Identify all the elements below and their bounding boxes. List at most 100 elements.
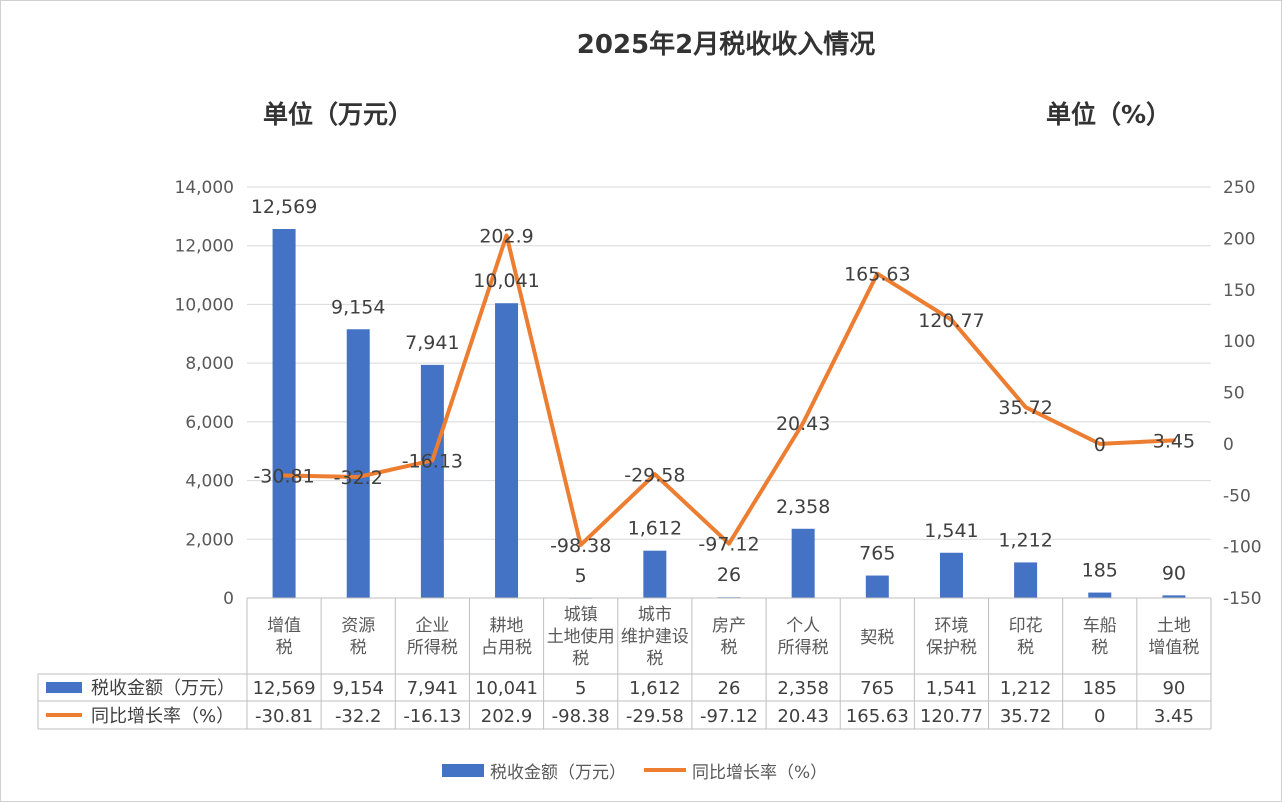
category-label: 个人 (786, 616, 820, 636)
category-label: 房产 (712, 616, 746, 636)
table-cell: 3.45 (1154, 706, 1194, 727)
left-axis-tick-label: 10,000 (175, 295, 234, 315)
legend: 税收金额（万元） 同比增长率（%） (442, 763, 827, 783)
table-cell: -98.38 (552, 706, 610, 727)
left-axis-tick-label: 4,000 (185, 472, 234, 492)
line-data-label: -98.38 (550, 535, 611, 557)
table-cell: 120.77 (920, 706, 983, 727)
right-unit-label: 单位（%） (1046, 100, 1171, 129)
line-data-label: -30.81 (253, 466, 314, 488)
bar-data-label: 1,612 (628, 518, 682, 540)
table-cell: 12,569 (253, 678, 316, 699)
table-row-label: 同比增长率（%） (91, 706, 234, 727)
category-label: 土地使用 (547, 626, 615, 647)
line-data-label: 35.72 (998, 397, 1052, 419)
table-cell: 0 (1094, 706, 1105, 727)
right-axis-tick-label: 0 (1223, 435, 1234, 455)
category-label: 城镇 (564, 605, 598, 625)
left-axis-tick-label: 2,000 (185, 530, 234, 550)
table-cell: 26 (718, 678, 741, 699)
bar-series (272, 229, 1186, 599)
category-label: 税 (1091, 638, 1108, 658)
category-label: 税 (350, 638, 367, 658)
left-axis-tick-label: 8,000 (185, 354, 234, 374)
table-cell: 7,941 (407, 678, 459, 699)
legend-bar-swatch (442, 764, 484, 777)
bar (643, 550, 667, 598)
bar-data-label: 2,358 (776, 496, 830, 518)
left-axis-ticks: 0 2,000 4,000 6,000 8,000 10,000 12,000 14,000 (175, 178, 234, 609)
table-cell: 765 (860, 678, 894, 699)
line-data-label: 20.43 (776, 413, 830, 435)
category-label: 城市 (638, 605, 672, 625)
table-bar-key (46, 682, 82, 693)
category-label: 土地 (1157, 616, 1191, 636)
category-label: 资源 (341, 616, 375, 636)
category-label: 企业 (415, 616, 449, 636)
right-axis-tick-label: 150 (1223, 281, 1255, 301)
category-label: 所得税 (407, 638, 458, 658)
table-cell: -32.2 (335, 706, 382, 727)
line-data-label: -97.12 (698, 534, 759, 556)
legend-label: 同比增长率（%） (692, 763, 827, 783)
left-axis-tick-label: 14,000 (175, 178, 234, 198)
category-label: 耕地 (490, 616, 524, 636)
table-cell: 185 (1083, 678, 1117, 699)
line-data-label: 120.77 (918, 310, 984, 332)
table-cell: 165.63 (846, 706, 909, 727)
table-cell: 35.72 (1000, 706, 1052, 727)
bar (939, 552, 963, 598)
bar (346, 329, 370, 598)
bar-data-label: 185 (1082, 560, 1118, 582)
right-axis-tick-label: -50 (1223, 486, 1251, 506)
table-cell: 1,541 (926, 678, 978, 699)
bar-data-label: 90 (1162, 562, 1186, 584)
bar-data-label: 12,569 (251, 196, 317, 218)
gridlines (247, 186, 1211, 540)
category-label: 保护税 (926, 638, 977, 658)
bar (791, 528, 815, 598)
category-label: 税 (646, 649, 663, 669)
line-data-label: -29.58 (624, 464, 685, 486)
category-label: 占用税 (481, 638, 532, 658)
right-axis-tick-label: -150 (1223, 589, 1262, 609)
bar (1162, 595, 1186, 598)
category-label: 所得税 (778, 638, 829, 658)
right-axis-tick-label: 100 (1223, 332, 1255, 352)
category-label: 税 (572, 649, 589, 669)
table-cell: 202.9 (481, 706, 533, 727)
bar-data-labels: 12,569 9,154 7,941 10,041 5 1,612 26 2,358 765 1,… (251, 196, 1186, 587)
table-cell: -30.81 (255, 706, 313, 727)
line-data-label: 0 (1094, 434, 1106, 456)
bar (865, 575, 889, 598)
table-row-label: 税收金额（万元） (91, 678, 235, 699)
table-cell: 9,154 (332, 678, 384, 699)
table-cell: 90 (1162, 678, 1185, 699)
category-label: 车船 (1083, 616, 1117, 636)
category-label: 税 (276, 638, 293, 658)
category-label: 环境 (934, 616, 968, 636)
bar-data-label: 26 (717, 564, 741, 586)
left-axis-tick-label: 6,000 (185, 413, 234, 433)
table-cell: 10,041 (475, 678, 538, 699)
category-label: 契税 (860, 628, 894, 648)
right-axis-tick-label: 250 (1223, 178, 1255, 198)
table-cell: 20.43 (777, 706, 829, 727)
category-label: 增值税 (1148, 638, 1199, 658)
chart-title: 2025年2月税收收入情况 (577, 29, 875, 60)
table-cell: 2,358 (777, 678, 829, 699)
right-axis-tick-label: 200 (1223, 229, 1255, 249)
left-unit-label: 单位（万元） (263, 100, 413, 129)
bar-data-label: 5 (575, 565, 587, 587)
category-label: 维护建设 (621, 627, 689, 647)
table-cell: 1,212 (1000, 678, 1052, 699)
bar-data-label: 765 (859, 543, 895, 565)
table-cell: 1,612 (629, 678, 681, 699)
left-axis-tick-label: 0 (223, 589, 234, 609)
bar (1014, 562, 1038, 598)
right-axis-tick-label: 50 (1223, 384, 1245, 404)
line-data-labels: -30.81 -32.2 -16.13 202.9 -98.38 -29.58 -97.12… (253, 225, 1195, 557)
